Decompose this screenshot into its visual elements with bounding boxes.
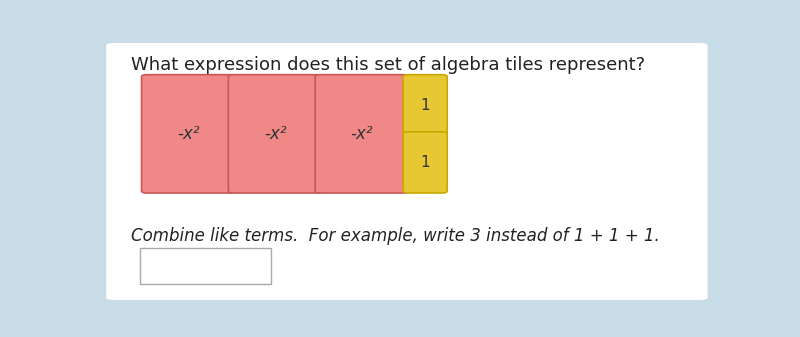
FancyBboxPatch shape bbox=[403, 75, 447, 136]
Text: -x²: -x² bbox=[177, 125, 200, 143]
FancyBboxPatch shape bbox=[315, 75, 409, 193]
Text: -x²: -x² bbox=[350, 125, 373, 143]
Text: Combine like terms.  For example, write 3 instead of 1 + 1 + 1.: Combine like terms. For example, write 3… bbox=[131, 227, 660, 245]
FancyBboxPatch shape bbox=[403, 132, 447, 193]
Text: 1: 1 bbox=[420, 155, 430, 170]
Text: -x²: -x² bbox=[264, 125, 286, 143]
Text: What expression does this set of algebra tiles represent?: What expression does this set of algebra… bbox=[131, 56, 645, 74]
FancyBboxPatch shape bbox=[142, 75, 235, 193]
Text: 1: 1 bbox=[420, 98, 430, 113]
FancyBboxPatch shape bbox=[140, 248, 270, 284]
FancyBboxPatch shape bbox=[228, 75, 322, 193]
FancyBboxPatch shape bbox=[106, 43, 708, 300]
